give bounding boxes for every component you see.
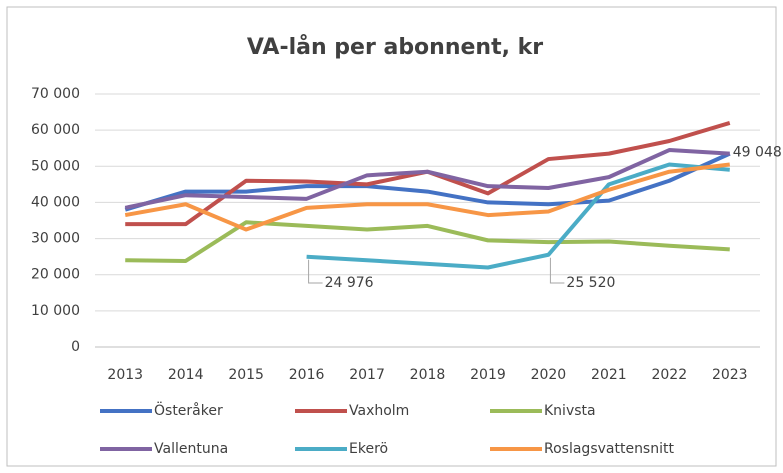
series-line [124,162,731,232]
y-tick-label: 60 000 [31,122,80,138]
series-line [124,148,730,210]
x-tick-label: 2020 [531,367,567,383]
series-line [125,220,730,263]
data-label: 49 048 [733,145,782,161]
x-tick-label: 2014 [168,367,204,383]
x-tick-label: 2023 [712,367,748,383]
y-tick-label: 10 000 [31,303,80,319]
y-tick-label: 20 000 [31,267,80,283]
y-tick-label: 30 000 [31,231,80,247]
y-tick-label: 0 [71,339,80,355]
series-line [124,151,731,212]
legend-label: Roslagsvattensnitt [544,441,674,457]
series-line [306,162,730,270]
x-tick-label: 2013 [107,367,143,383]
y-tick-label: 70 000 [31,86,80,102]
x-tick-label: 2017 [349,367,385,383]
leader-line [308,259,323,284]
x-tick-label: 2019 [470,367,506,383]
x-tick-label: 2022 [651,367,687,383]
data-label: 25 520 [566,275,615,291]
y-tick-label: 50 000 [31,158,80,174]
legend-label: Ekerö [349,441,388,457]
chart-frame [6,6,777,467]
legend-label: Knivsta [544,403,596,419]
x-tick-label: 2018 [410,367,446,383]
leader-line [549,257,565,284]
data-label: 24 976 [325,275,374,291]
y-tick-label: 40 000 [31,194,80,210]
legend-label: Vaxholm [349,403,409,419]
chart-title: VA-lån per abonnent, kr [247,34,543,60]
legend-label: Österåker [154,401,223,419]
legend-label: Vallentuna [154,441,228,457]
x-tick-label: 2016 [289,367,325,383]
x-tick-label: 2021 [591,367,627,383]
x-tick-label: 2015 [228,367,264,383]
